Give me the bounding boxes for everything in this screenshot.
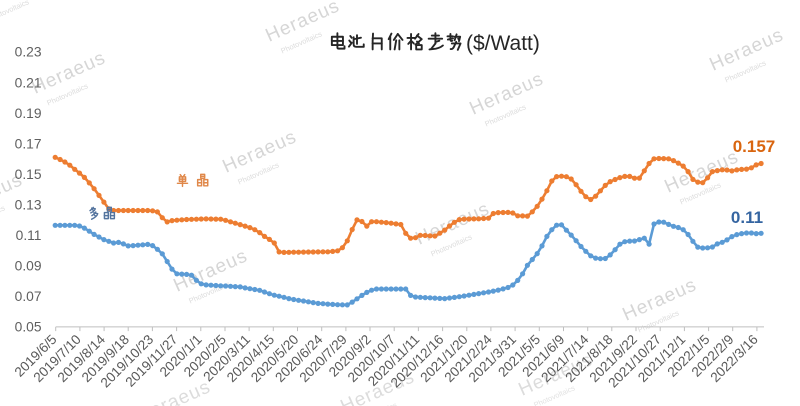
svg-text:0.11: 0.11 <box>16 228 42 243</box>
svg-text:($/Watt): ($/Watt) <box>466 32 540 55</box>
svg-text:0.157: 0.157 <box>733 137 776 156</box>
svg-text:0.17: 0.17 <box>15 136 42 151</box>
svg-text:0.05: 0.05 <box>15 320 42 335</box>
svg-text:0.15: 0.15 <box>15 167 42 182</box>
svg-text:0.21: 0.21 <box>15 75 42 90</box>
svg-text:0.19: 0.19 <box>15 106 42 121</box>
svg-text:0.09: 0.09 <box>15 259 42 274</box>
svg-text:0.07: 0.07 <box>15 289 42 304</box>
svg-text:0.23: 0.23 <box>15 45 42 60</box>
svg-text:0.11: 0.11 <box>731 208 763 227</box>
svg-text:0.13: 0.13 <box>15 198 42 213</box>
